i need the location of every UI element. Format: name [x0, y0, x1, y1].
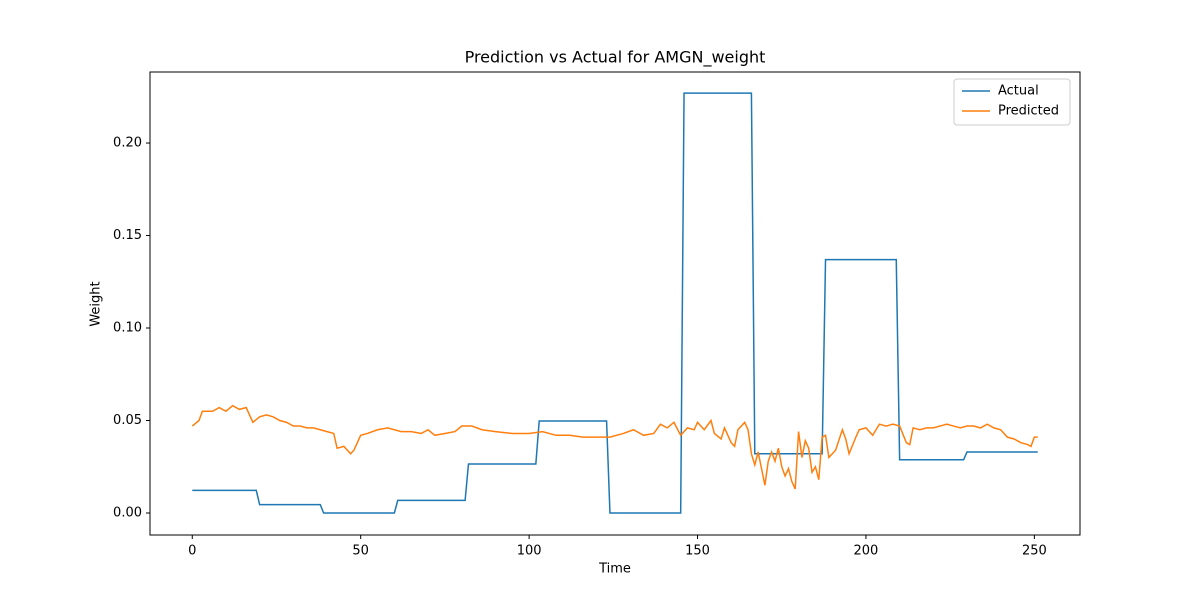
- series-line: [192, 92, 1038, 514]
- legend-label: Predicted: [998, 104, 1059, 119]
- plot-frame: [149, 71, 1081, 536]
- x-tick-label: 100: [517, 544, 542, 559]
- y-tick-label: 0.20: [113, 136, 142, 151]
- x-tick-label: 0: [188, 544, 196, 559]
- legend-label: Actual: [998, 84, 1039, 99]
- x-tick-label: 250: [1022, 544, 1047, 559]
- x-axis-label: Time: [598, 562, 631, 577]
- series-line: [191, 404, 1038, 490]
- x-tick-label: 50: [352, 544, 369, 559]
- y-tick-label: 0.05: [113, 413, 142, 428]
- x-tick-label: 150: [685, 544, 710, 559]
- chart-title: Prediction vs Actual for AMGN_weight: [465, 48, 766, 68]
- y-tick-label: 0.00: [113, 505, 142, 520]
- y-axis-label: Weight: [89, 281, 104, 326]
- y-tick-label: 0.10: [113, 321, 142, 336]
- x-tick-label: 200: [854, 544, 879, 559]
- y-tick-label: 0.15: [113, 228, 142, 243]
